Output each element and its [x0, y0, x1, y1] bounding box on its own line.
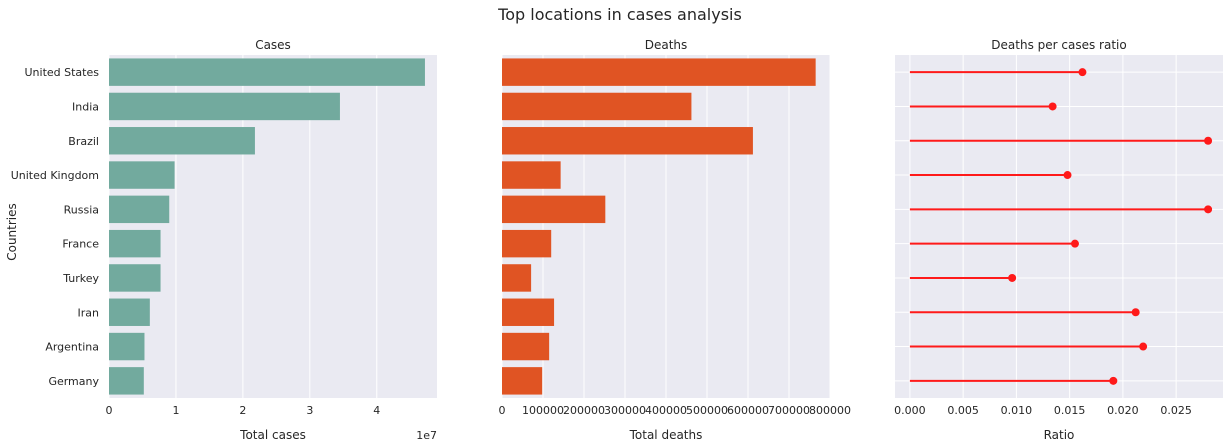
- category-label-argentina: Argentina: [45, 341, 99, 354]
- cases-x-tick-label: 1: [172, 404, 179, 417]
- y-axis-label: Countries: [5, 203, 19, 261]
- deaths-bar-united-states: [502, 58, 816, 86]
- ratio-point-united-states: [1078, 68, 1087, 77]
- deaths-bar-united-kingdom: [502, 161, 561, 189]
- cases-x-ticks: 0 1 2 3 4: [106, 404, 381, 417]
- cases-bar-india: [109, 92, 340, 121]
- deaths-bar-argentina: [502, 332, 550, 361]
- ratio-x-tick-label: 0.025: [1160, 404, 1192, 417]
- deaths-x-tick-label: 800000: [809, 404, 851, 417]
- ratio-x-tick-label: 0.020: [1107, 404, 1139, 417]
- ratio-point-india: [1048, 102, 1057, 111]
- ratio-x-tick-label: 0.010: [1001, 404, 1033, 417]
- ratio-x-tick-label: 0.005: [947, 404, 979, 417]
- ratio-x-axis-label: Ratio: [1044, 428, 1075, 442]
- deaths-bars: [502, 58, 816, 395]
- category-label-india: India: [72, 100, 99, 113]
- deaths-bar-germany: [502, 367, 543, 395]
- deaths-bar-russia: [502, 195, 606, 224]
- ratio-point-turkey: [1008, 273, 1017, 282]
- cases-bar-iran: [109, 298, 150, 326]
- ratio-lollipops: [909, 68, 1213, 385]
- ratio-x-tick-label: 0.000: [894, 404, 926, 417]
- deaths-x-tick-label: 600000: [727, 404, 769, 417]
- deaths-x-tick-label: 0: [499, 404, 506, 417]
- deaths-x-ticks: 0 100000 200000 300000 400000 500000 600000 700…: [499, 404, 852, 417]
- deaths-x-tick-label: 100000: [522, 404, 564, 417]
- cases-x-tick-label: 0: [106, 404, 113, 417]
- cases-x-axis-label: Total cases: [239, 428, 306, 442]
- ratio-point-russia: [1204, 205, 1213, 214]
- deaths-x-tick-label: 200000: [563, 404, 605, 417]
- category-label-iran: Iran: [78, 306, 100, 319]
- ratio-point-argentina: [1139, 342, 1148, 351]
- category-label-germany: Germany: [48, 375, 99, 388]
- ratio-point-iran: [1131, 308, 1140, 317]
- ratio-x-ticks: 0.000 0.005 0.010 0.015 0.020 0.025: [894, 404, 1192, 417]
- deaths-bar-france: [502, 229, 552, 258]
- deaths-x-tick-label: 500000: [686, 404, 728, 417]
- figure-title: Top locations in cases analysis: [497, 5, 742, 24]
- deaths-chart-title: Deaths: [645, 38, 688, 52]
- cases-bar-turkey: [109, 264, 161, 292]
- ratio-chart-title: Deaths per cases ratio: [991, 38, 1126, 52]
- deaths-bar-brazil: [502, 127, 753, 155]
- category-label-brazil: Brazil: [68, 135, 99, 148]
- ratio-point-germany: [1109, 376, 1118, 385]
- deaths-bar-india: [502, 92, 692, 121]
- cases-bar-germany: [109, 367, 144, 395]
- ratio-point-brazil: [1204, 136, 1213, 145]
- category-label-turkey: Turkey: [62, 272, 99, 285]
- category-label-france: France: [62, 238, 99, 251]
- cases-x-tick-label: 2: [239, 404, 246, 417]
- cases-bars: [109, 58, 425, 395]
- deaths-bar-iran: [502, 298, 555, 326]
- cases-bar-united-states: [109, 58, 425, 86]
- cases-bar-brazil: [109, 127, 255, 155]
- cases-x-tick-label: 3: [306, 404, 313, 417]
- cases-chart-title: Cases: [255, 38, 291, 52]
- ratio-point-united-kingdom: [1063, 171, 1072, 180]
- cases-category-labels: United States India Brazil United Kingdom Ru…: [11, 66, 100, 388]
- deaths-x-tick-label: 300000: [604, 404, 646, 417]
- cases-bar-united-kingdom: [109, 161, 175, 189]
- cases-offset-label: 1e7: [416, 429, 437, 442]
- deaths-x-axis-label: Total deaths: [629, 428, 703, 442]
- ratio-x-tick-label: 0.015: [1054, 404, 1086, 417]
- cases-bar-russia: [109, 195, 170, 224]
- ratio-point-france: [1070, 239, 1079, 248]
- deaths-bar-turkey: [502, 264, 532, 292]
- cases-bar-france: [109, 229, 161, 258]
- cases-panel: United States India Brazil United Kingdom Ru…: [11, 38, 437, 442]
- ratio-plot-area: [895, 55, 1223, 398]
- cases-bar-argentina: [109, 332, 145, 361]
- deaths-x-tick-label: 400000: [645, 404, 687, 417]
- cases-x-tick-label: 4: [373, 404, 380, 417]
- deaths-panel: 0 100000 200000 300000 400000 500000 600000 700…: [499, 38, 852, 442]
- category-label-russia: Russia: [64, 203, 99, 216]
- deaths-x-tick-label: 700000: [768, 404, 810, 417]
- category-label-united-states: United States: [25, 66, 100, 79]
- ratio-panel: 0.000 0.005 0.010 0.015 0.020 0.025 Deaths pe…: [894, 38, 1223, 442]
- category-label-united-kingdom: United Kingdom: [11, 169, 99, 182]
